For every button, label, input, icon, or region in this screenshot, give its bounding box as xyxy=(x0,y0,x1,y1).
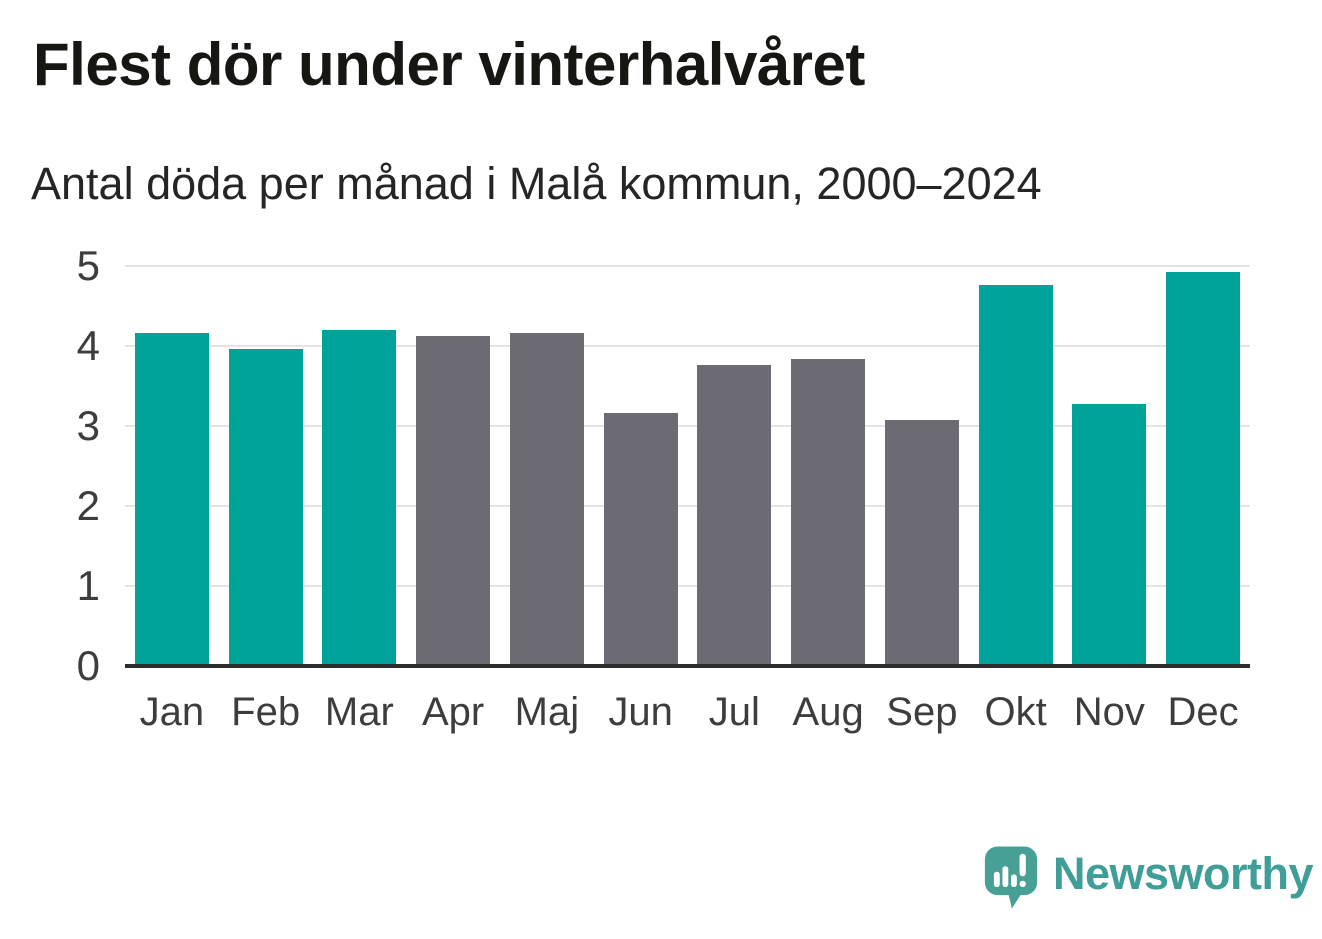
bar-slot xyxy=(969,266,1063,666)
y-tick-label: 0 xyxy=(76,642,100,689)
y-tick-label: 4 xyxy=(76,322,100,369)
bar-maj xyxy=(509,333,584,666)
bar-slot xyxy=(1063,266,1157,666)
newsworthy-logo: Newsworthy xyxy=(984,845,1314,911)
bar-jul xyxy=(697,365,772,666)
bar-apr xyxy=(416,336,491,666)
x-tick-label: Nov xyxy=(1073,690,1145,734)
bar-nov xyxy=(1072,403,1147,666)
bar-slot xyxy=(688,266,782,666)
x-tick-label: Sep xyxy=(886,690,958,734)
bar-slot xyxy=(406,266,500,666)
bar-series xyxy=(125,266,1250,666)
x-axis-line xyxy=(125,664,1250,668)
y-tick-label: 3 xyxy=(76,402,100,449)
newsworthy-brand-text: Newsworthy xyxy=(1053,848,1314,899)
bar-dec xyxy=(1166,272,1241,666)
x-tick-label: Aug xyxy=(792,690,864,734)
bar-slot xyxy=(313,266,407,666)
gridline xyxy=(125,585,1250,587)
x-tick-label: Okt xyxy=(984,690,1047,734)
x-tick-label: Dec xyxy=(1167,690,1239,734)
y-tick-label: 1 xyxy=(76,562,100,609)
bar-chart-icon xyxy=(993,866,1017,887)
y-tick-label: 5 xyxy=(76,242,100,289)
y-axis: 0 1 2 3 4 5 xyxy=(0,245,100,687)
x-tick-label: Apr xyxy=(422,690,485,734)
bar-slot xyxy=(1156,266,1250,666)
x-axis: Jan Feb Mar Apr Maj Jun Jul Aug Sep Okt Nov Dec xyxy=(125,666,1250,735)
newsworthy-logo-icon xyxy=(984,846,1038,909)
bar-slot xyxy=(781,266,875,666)
x-tick-label: Jun xyxy=(608,690,673,734)
y-tick-label: 2 xyxy=(76,482,100,529)
bar-feb xyxy=(228,349,303,666)
gridline xyxy=(125,425,1250,427)
bar-slot xyxy=(594,266,688,666)
gridline xyxy=(125,265,1250,267)
x-tick-label: Mar xyxy=(324,690,394,734)
x-tick-label: Maj xyxy=(514,690,580,734)
bar-okt xyxy=(978,285,1053,666)
exclamation-icon xyxy=(1019,853,1026,887)
gridline xyxy=(125,345,1250,347)
bar-jun xyxy=(603,413,678,666)
bar-mar xyxy=(322,330,397,666)
bar-slot xyxy=(875,266,969,666)
plot-area xyxy=(125,265,1250,668)
bar-slot xyxy=(219,266,313,666)
bar-sep xyxy=(884,419,959,666)
bar-jan xyxy=(134,333,209,666)
x-tick-label: Jan xyxy=(139,690,205,734)
page-title: Flest dör under vinterhalvåret xyxy=(33,31,865,98)
bar-slot xyxy=(500,266,594,666)
bar-chart: 0 1 2 3 4 5 Jan Feb Mar Apr Maj Jun Jul Aug Sep Okt Nov… xyxy=(0,245,1250,736)
x-tick-label: Jul xyxy=(708,690,760,734)
gridline xyxy=(125,505,1250,507)
bar-slot xyxy=(125,266,219,666)
page-subtitle: Antal döda per månad i Malå kommun, 2000… xyxy=(31,158,1042,209)
bar-aug xyxy=(791,358,866,666)
x-tick-label: Feb xyxy=(231,690,301,734)
